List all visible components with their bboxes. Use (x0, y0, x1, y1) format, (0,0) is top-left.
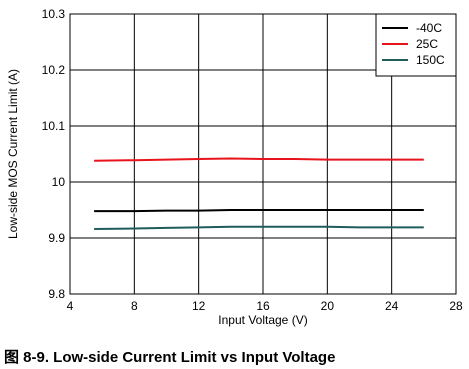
y-tick-label: 9.8 (48, 287, 65, 301)
y-axis-label: Low-side MOS Current Limit (A) (6, 69, 20, 239)
figure-caption: 图 8-9. Low-side Current Limit vs Input V… (4, 349, 336, 366)
x-tick-label: 24 (385, 299, 399, 313)
plot-frame (69, 13, 457, 295)
series-line--40C (94, 209, 424, 213)
legend-entry: -40C (416, 21, 442, 35)
x-tick-label: 4 (67, 299, 74, 313)
y-tick-label: 10.3 (42, 7, 66, 21)
legend-entry: 150C (416, 53, 445, 67)
x-tick-label: 28 (449, 299, 463, 313)
series-layer (94, 157, 424, 230)
series-line-150C (94, 225, 424, 230)
y-tick-label: 9.9 (48, 231, 65, 245)
x-tick-label: 8 (131, 299, 138, 313)
x-tick-label: 12 (192, 299, 206, 313)
legend: -40C 25C 150C (375, 13, 457, 77)
x-tick-label: 20 (321, 299, 335, 313)
y-tick-label: 10.1 (42, 119, 66, 133)
y-tick-label: 10 (52, 175, 66, 189)
chart: 4 8 12 16 20 24 28 9.8 9.9 10 10.1 10.2 10.3 Input V… (6, 7, 463, 327)
x-axis-label: Input Voltage (V) (218, 313, 307, 327)
legend-entry: 25C (416, 37, 438, 51)
x-tick-label: 16 (256, 299, 270, 313)
series-line-25C (94, 157, 424, 162)
y-tick-label: 10.2 (42, 63, 66, 77)
tick-labels: 4 8 12 16 20 24 28 9.8 9.9 10 10.1 10.2 10.3 (42, 7, 463, 313)
